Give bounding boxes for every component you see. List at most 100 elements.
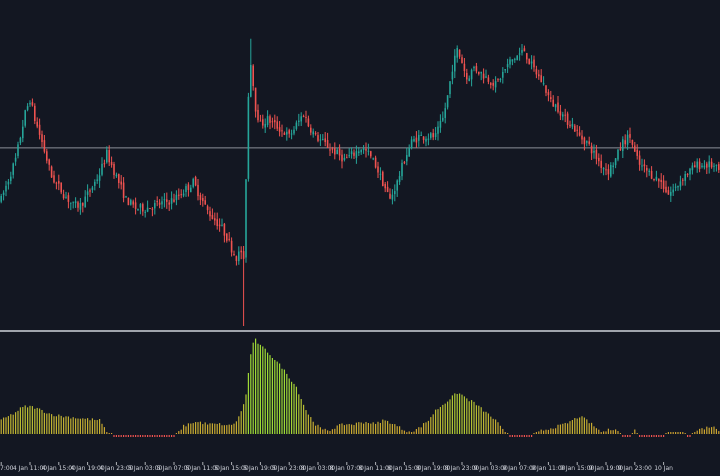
histogram-bar <box>507 433 509 434</box>
histogram-bar <box>214 423 216 434</box>
x-axis-tick-label: 5 Jan 23:00 <box>272 465 306 472</box>
histogram-bar <box>252 342 254 434</box>
candle <box>578 126 581 137</box>
histogram-bar <box>521 435 523 437</box>
histogram-bar <box>173 435 175 437</box>
candle <box>60 182 62 195</box>
candle <box>470 68 473 87</box>
candle <box>295 120 298 131</box>
candle <box>389 188 391 200</box>
candle <box>151 207 154 217</box>
candle <box>552 95 554 108</box>
candle <box>581 130 583 145</box>
candle <box>312 128 314 138</box>
histogram-bar <box>468 401 470 434</box>
candle <box>494 76 497 93</box>
histogram-bar <box>487 413 489 434</box>
candle <box>590 142 593 161</box>
histogram-bar <box>475 405 477 434</box>
candle <box>286 127 288 141</box>
candle <box>667 186 670 195</box>
histogram-bar <box>516 435 518 437</box>
histogram-bar <box>58 414 60 434</box>
histogram-bar <box>646 435 648 437</box>
histogram-bar <box>113 435 115 437</box>
candle <box>456 45 458 63</box>
candle <box>350 147 353 159</box>
candle <box>7 179 10 190</box>
candle <box>554 103 557 112</box>
histogram-bar <box>84 418 86 434</box>
histogram-bar <box>204 422 206 434</box>
histogram-bar <box>27 407 29 434</box>
histogram-bar <box>497 422 499 434</box>
candle <box>701 162 703 169</box>
candle <box>264 118 266 133</box>
candle <box>26 103 29 112</box>
candle <box>221 218 223 227</box>
candle <box>518 47 521 61</box>
candle <box>223 222 226 243</box>
candle <box>408 144 410 157</box>
histogram-bar <box>408 431 410 434</box>
candle <box>14 153 17 166</box>
histogram-bar <box>598 429 600 434</box>
histogram-bar <box>199 421 201 434</box>
candle <box>156 196 158 207</box>
candle <box>478 71 480 76</box>
candle <box>427 133 430 146</box>
histogram-bar <box>653 435 655 437</box>
histogram-bar <box>619 433 621 434</box>
x-axis-tick-label: 5 Jan 03:00 <box>128 465 162 472</box>
candle <box>180 189 182 199</box>
candle <box>698 158 701 173</box>
candle <box>420 131 422 136</box>
histogram-bar <box>399 426 401 434</box>
histogram-bar <box>511 435 513 437</box>
indicator-pane[interactable] <box>0 338 720 437</box>
histogram-bar <box>115 435 117 437</box>
histogram-bar <box>387 420 389 434</box>
candle <box>542 76 545 86</box>
candle <box>317 131 319 143</box>
candle <box>134 197 137 215</box>
candle <box>182 189 185 198</box>
candle <box>610 162 612 178</box>
candle <box>204 195 206 206</box>
histogram-bar <box>567 423 569 434</box>
histogram-bar <box>415 429 417 434</box>
histogram-bar <box>75 418 77 434</box>
candle <box>715 164 718 172</box>
candle <box>533 55 535 72</box>
histogram-bar <box>250 354 252 434</box>
histogram-bar <box>331 429 333 434</box>
candle <box>254 87 257 118</box>
candle <box>497 78 499 82</box>
histogram-bar <box>504 432 506 434</box>
histogram-bar <box>17 410 19 434</box>
candle <box>62 189 65 200</box>
histogram-bar <box>377 421 379 434</box>
candle <box>631 139 634 149</box>
histogram-bar <box>691 433 693 434</box>
candle <box>192 177 194 189</box>
candle <box>46 148 48 164</box>
candle <box>499 77 502 83</box>
candle <box>86 184 89 202</box>
histogram-bar <box>166 435 168 437</box>
candle <box>89 188 91 197</box>
candle <box>34 103 36 125</box>
histogram-bar <box>226 425 228 434</box>
histogram-bar <box>672 432 674 434</box>
candle <box>118 173 120 189</box>
histogram-bar <box>682 432 684 434</box>
histogram-bar <box>238 416 240 434</box>
candle <box>209 206 211 221</box>
histogram-bar <box>636 433 638 434</box>
histogram-bar <box>163 435 165 437</box>
candle <box>142 202 144 216</box>
candle <box>641 158 643 171</box>
histogram-bar <box>367 423 369 434</box>
histogram-bar <box>300 399 302 434</box>
price-pane[interactable] <box>0 38 720 326</box>
